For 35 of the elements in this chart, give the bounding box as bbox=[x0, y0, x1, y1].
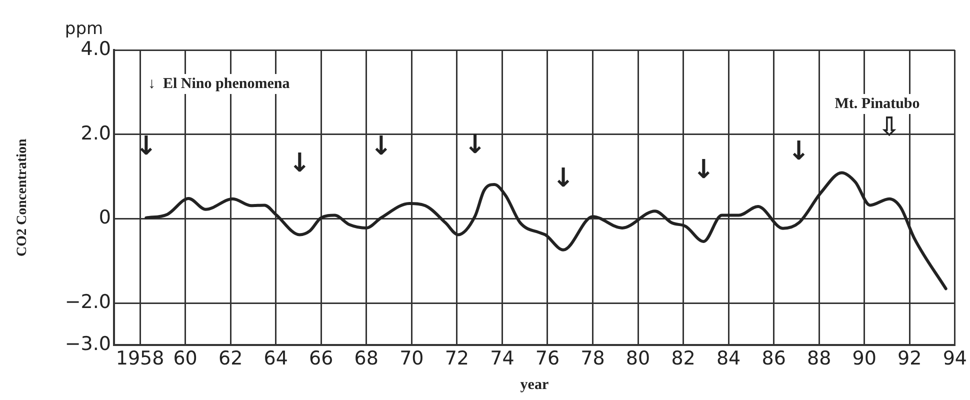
x-tick-label: 80 bbox=[626, 348, 650, 370]
x-tick-label: 74 bbox=[490, 348, 514, 370]
x-tick-label: 70 bbox=[400, 348, 424, 370]
y-axis-title: CO2 Concentration bbox=[15, 138, 30, 257]
x-tick-label: 66 bbox=[309, 348, 334, 370]
x-axis-title: year bbox=[520, 376, 549, 393]
text: ppm bbox=[64, 18, 104, 39]
annotation: ↓ El Nino phenomena bbox=[148, 76, 290, 92]
x-tick-label: 86 bbox=[762, 348, 786, 370]
x-tick-label: 78 bbox=[580, 348, 605, 370]
x-tick-label: 64 bbox=[264, 348, 288, 370]
y-tick-label: −2.0 bbox=[64, 290, 111, 313]
x-tick-label: 68 bbox=[354, 348, 378, 370]
y-tick-label: 0 bbox=[98, 206, 111, 229]
annotation: ↓ bbox=[370, 132, 392, 162]
annotation: ↓ bbox=[552, 164, 574, 194]
x-tick-label: 60 bbox=[173, 348, 198, 370]
x-tick-label: 62 bbox=[218, 348, 243, 370]
annotation: ↓ bbox=[692, 155, 715, 186]
x-tick-label: 1958 bbox=[116, 348, 164, 370]
x-tick-label: 82 bbox=[671, 348, 696, 370]
y-tick-label: 2.0 bbox=[80, 122, 111, 144]
annotation: ↓ bbox=[288, 148, 311, 178]
annotation: ↓ bbox=[464, 130, 486, 160]
annotation: Mt. Pinatubo bbox=[834, 96, 920, 112]
annotation: ↓ bbox=[788, 136, 810, 167]
x-tick-label: 88 bbox=[807, 348, 832, 370]
y-tick-label: 4.0 bbox=[80, 38, 111, 60]
x-tick-label: 84 bbox=[716, 348, 741, 370]
x-tick-label: 92 bbox=[898, 348, 922, 370]
x-tick-label: 94 bbox=[942, 348, 968, 370]
y-tick-label: −3.0 bbox=[64, 333, 111, 356]
x-tick-label: 90 bbox=[852, 348, 876, 370]
x-tick-label: 76 bbox=[535, 348, 560, 370]
x-tick-label: 72 bbox=[444, 348, 470, 370]
